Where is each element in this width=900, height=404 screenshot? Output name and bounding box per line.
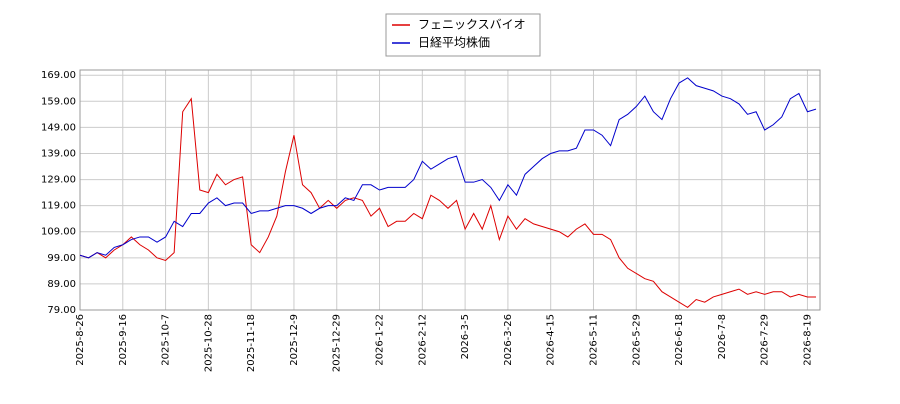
y-tick-label: 109.00	[41, 227, 76, 238]
y-tick-label: 79.00	[47, 305, 76, 316]
plot-frame	[79, 69, 821, 311]
series-line	[79, 77, 817, 259]
y-tick-label: 149.00	[41, 122, 76, 133]
x-tick-label: 2025-8-26	[75, 314, 86, 366]
x-tick-label: 2026-8-19	[802, 314, 813, 366]
legend-label: 日経平均株価	[418, 35, 490, 50]
x-tick-label: 2025-12-29	[332, 314, 343, 372]
y-tick-label: 119.00	[41, 201, 76, 212]
x-tick-label: 2026-7-29	[760, 314, 771, 366]
x-tick-label: 2026-5-29	[631, 314, 642, 366]
y-tick-label: 129.00	[41, 175, 76, 186]
x-tick-label: 2026-5-11	[588, 314, 599, 366]
y-tick-label: 159.00	[41, 96, 76, 107]
y-tick-label: 99.00	[47, 253, 76, 264]
x-tick-label: 2025-11-18	[246, 314, 257, 372]
x-tick-label: 2026-2-12	[417, 314, 428, 366]
x-tick-label: 2026-1-22	[375, 314, 386, 366]
x-tick-label: 2025-10-7	[161, 314, 172, 366]
y-tick-label: 89.00	[47, 279, 76, 290]
x-tick-label: 2026-3-5	[460, 314, 471, 359]
legend-label: フェニックスバイオ	[418, 18, 526, 32]
x-tick-label: 2025-10-28	[203, 314, 214, 372]
x-tick-label: 2026-7-8	[717, 314, 728, 359]
x-tick-label: 2026-6-18	[674, 314, 685, 366]
x-tick-label: 2026-3-26	[503, 314, 514, 366]
x-tick-label: 2025-9-16	[118, 314, 129, 366]
x-tick-label: 2025-12-9	[289, 314, 300, 366]
series-line	[79, 97, 816, 309]
y-tick-label: 139.00	[41, 148, 76, 159]
legend-box	[385, 13, 541, 57]
x-tick-label: 2026-4-15	[546, 314, 557, 366]
y-tick-label: 169.00	[41, 70, 76, 81]
